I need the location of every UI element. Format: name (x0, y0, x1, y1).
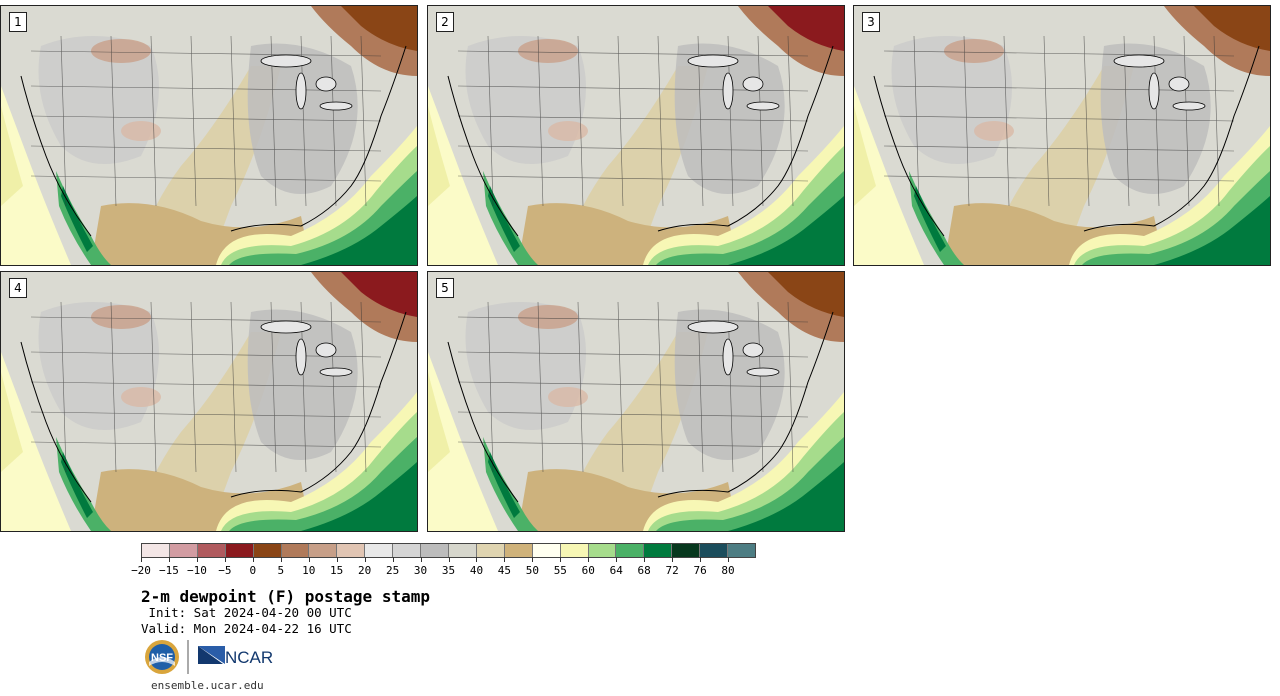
dewpoint-map (1, 6, 417, 265)
colorbar-tick (364, 557, 366, 562)
colorbar (141, 543, 756, 558)
colorbar-tick (700, 557, 702, 562)
colorbar-tick-label: 60 (581, 564, 595, 577)
valid-time: Valid: Mon 2024-04-22 16 UTC (141, 621, 352, 636)
colorbar-tick-label: 55 (553, 564, 567, 577)
colorbar-cell (365, 544, 394, 557)
panel-number: 3 (862, 12, 880, 32)
dewpoint-map (428, 272, 844, 531)
colorbar-cell (532, 544, 561, 557)
colorbar-tick (141, 557, 142, 562)
map-panel-4: 4 (0, 271, 418, 532)
colorbar-tick (224, 557, 226, 562)
colorbar-cell (448, 544, 477, 557)
colorbar-tick (168, 557, 170, 562)
colorbar-tick (644, 557, 646, 562)
map-panel-3: 3 (853, 5, 1271, 266)
colorbar-tick-label: 35 (441, 564, 456, 577)
logo-area: NSF NCAR (143, 638, 283, 676)
map-panel-2: 2 (427, 5, 845, 266)
panel-number: 4 (9, 278, 27, 298)
dewpoint-map (1, 272, 417, 531)
svg-text:NCAR: NCAR (225, 648, 273, 667)
logos: NSF NCAR (145, 640, 273, 674)
colorbar-tick (308, 557, 310, 562)
colorbar-tick (588, 557, 590, 562)
colorbar-cell (672, 544, 701, 557)
map-panel-5: 5 (427, 271, 845, 532)
colorbar-tick (532, 557, 534, 562)
colorbar-tick-label: 10 (302, 564, 316, 577)
colorbar-tick-label: −10 (186, 564, 207, 577)
colorbar-tick (392, 557, 394, 562)
colorbar-tick-label: 40 (469, 564, 484, 577)
colorbar-cell (588, 544, 617, 557)
colorbar-cell (142, 544, 170, 557)
colorbar-cell (225, 544, 254, 557)
map-panel-1: 1 (0, 5, 418, 266)
dewpoint-map (854, 6, 1270, 265)
colorbar-tick (196, 557, 198, 562)
colorbar-tick-label: 68 (637, 564, 651, 577)
colorbar-cell (281, 544, 310, 557)
colorbar-cell (700, 544, 729, 557)
page-title: 2-m dewpoint (F) postage stamp (141, 587, 430, 606)
colorbar-tick-label: 64 (609, 564, 623, 577)
colorbar-tick (504, 557, 506, 562)
colorbar-tick-label: 5 (277, 564, 285, 577)
colorbar-tick (560, 557, 562, 562)
colorbar-tick (336, 557, 338, 562)
panel-number: 5 (436, 278, 454, 298)
colorbar-tick-label: 0 (249, 564, 257, 577)
colorbar-cell (169, 544, 198, 557)
colorbar-tick-label: 72 (665, 564, 679, 577)
colorbar-tick-label: 80 (721, 564, 735, 577)
colorbar-cell (253, 544, 282, 557)
colorbar-tick-label: 30 (413, 564, 428, 577)
colorbar-tick (476, 557, 478, 562)
colorbar-tick-label: −20 (131, 564, 151, 577)
colorbar-tick (672, 557, 674, 562)
dewpoint-map (428, 6, 844, 265)
nsf-logo: NSF (145, 640, 179, 674)
colorbar-cell (728, 544, 755, 557)
init-time: Init: Sat 2024-04-20 00 UTC (141, 605, 352, 620)
colorbar-tick-label: 76 (693, 564, 707, 577)
colorbar-tick (252, 557, 254, 562)
colorbar-cell (197, 544, 226, 557)
colorbar-tick-label: −5 (218, 564, 232, 577)
colorbar-cell (393, 544, 422, 557)
colorbar-cell (504, 544, 533, 557)
colorbar-tick (616, 557, 618, 562)
colorbar-cell (309, 544, 338, 557)
colorbar-cell (560, 544, 589, 557)
svg-text:NSF: NSF (151, 652, 173, 664)
colorbar-tick (280, 557, 282, 562)
colorbar-cell (644, 544, 673, 557)
panel-number: 2 (436, 12, 454, 32)
colorbar-tick-label: 20 (358, 564, 372, 577)
colorbar-tick-label: 50 (525, 564, 539, 577)
colorbar-cell (616, 544, 645, 557)
colorbar-tick (728, 557, 730, 562)
ncar-logo: NCAR (198, 646, 273, 667)
site-url: ensemble.ucar.edu (151, 679, 264, 692)
colorbar-tick (420, 557, 422, 562)
colorbar-ticks: −20 −15 −10 −5 0 5 10 15 20 25 30 35 40 45 50 55 60 64 68 7… (131, 557, 756, 577)
colorbar-tick-label: −15 (159, 564, 179, 577)
colorbar-tick-label: 15 (330, 564, 344, 577)
colorbar-tick (448, 557, 450, 562)
colorbar-tick-label: 25 (385, 564, 400, 577)
colorbar-cell (337, 544, 366, 557)
colorbar-tick-label: 45 (497, 564, 512, 577)
panel-number: 1 (9, 12, 27, 32)
colorbar-cell (476, 544, 505, 557)
colorbar-cell (421, 544, 449, 557)
